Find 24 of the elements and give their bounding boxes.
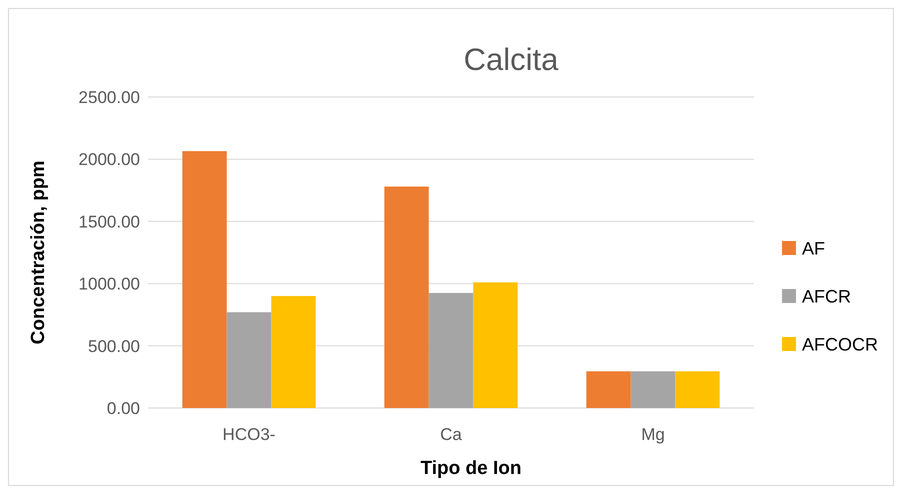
x-tick-label: Ca	[440, 425, 462, 444]
y-tick-label: 2500.00	[78, 88, 140, 107]
bar	[473, 282, 518, 408]
y-tick-label: 1000.00	[78, 274, 140, 294]
bar	[182, 151, 227, 408]
y-tick-label: 2000.00	[78, 150, 140, 170]
x-tick-label: HCO3-	[222, 425, 276, 444]
bar	[271, 296, 316, 408]
bar	[675, 371, 720, 408]
bar	[630, 371, 676, 408]
y-tick-label: 0.00	[106, 398, 140, 418]
bar	[428, 292, 474, 408]
bar	[586, 371, 631, 408]
bar	[226, 312, 272, 408]
legend-label: AF	[802, 238, 826, 258]
bar	[384, 186, 429, 408]
y-tick-label: 500.00	[88, 336, 140, 356]
legend-label: AFCR	[802, 286, 851, 306]
legend-label: AFCOCR	[802, 334, 878, 354]
x-axis-title: Tipo de Ion	[420, 458, 522, 479]
x-tick-label: Mg	[641, 425, 665, 444]
y-axis-title: Concentración, ppm	[28, 160, 49, 344]
y-tick-label: 1500.00	[78, 212, 140, 232]
chart-title: Calcita	[464, 42, 560, 77]
